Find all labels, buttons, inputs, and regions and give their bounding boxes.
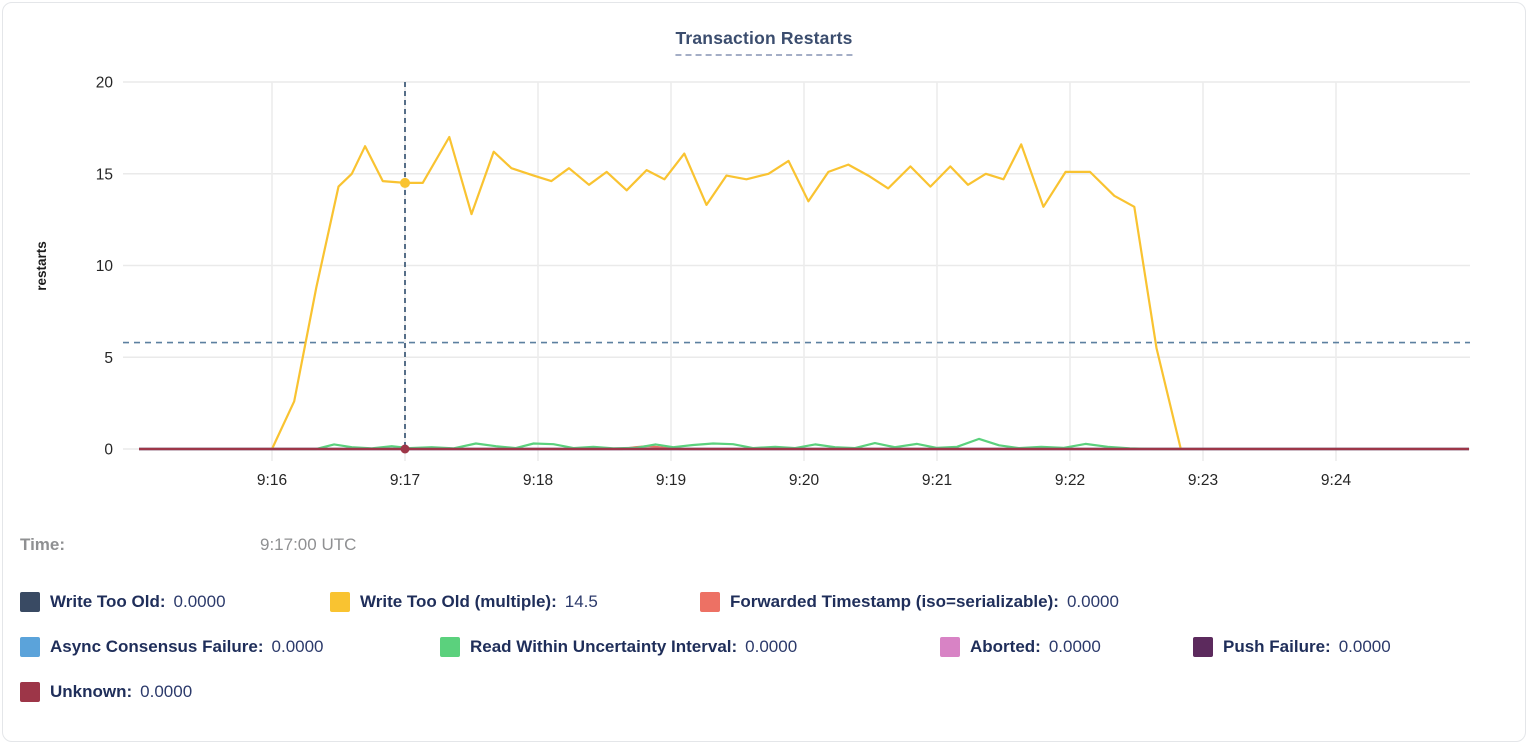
legend-swatch-write-too-old [20, 592, 40, 612]
chart-plot-area[interactable] [138, 82, 1470, 449]
x-tick-label: 9:21 [922, 472, 952, 489]
series-line-read-within-uncertainty-interval [139, 437, 1469, 451]
legend-label: Push Failure: [1223, 637, 1331, 656]
legend-label: Forwarded Timestamp (iso=serializable): [730, 592, 1059, 611]
legend-row: Async Consensus Failure: 0.0000 Read Withi… [0, 637, 1528, 663]
y-tick-label: 5 [104, 350, 113, 367]
legend-value: 0.0000 [271, 637, 324, 656]
legend-label: Read Within Uncertainty Interval: [470, 637, 738, 656]
x-tick-label: 9:20 [789, 472, 820, 489]
legend-item-write-too-old-multiple[interactable]: Write Too Old (multiple): 14.5 [330, 592, 598, 612]
x-tick-label: 9:16 [257, 472, 287, 489]
legend-swatch-aborted [940, 637, 960, 657]
legend-swatch-write-too-old-multiple [330, 592, 350, 612]
legend-label: Async Consensus Failure: [50, 637, 264, 656]
series-line-write-too-old-multiple- [271, 135, 1182, 450]
legend-item-push-failure[interactable]: Push Failure: 0.0000 [1193, 637, 1391, 657]
x-tick-label: 9:18 [523, 472, 553, 489]
legend-item-unknown[interactable]: Unknown: 0.0000 [20, 682, 192, 702]
hover-dot-unknown [400, 444, 410, 454]
legend-value: 0.0000 [1048, 637, 1101, 656]
hover-dot-write-too-old-multiple- [400, 177, 410, 188]
legend-value: 0.0000 [1338, 637, 1391, 656]
transaction-restarts-chart[interactable]: 0 5 10 15 20 9:16 9:17 9:18 9:19 9:20 9:21 9:22 9:23… [0, 0, 1528, 512]
y-tick-label: 10 [96, 258, 114, 275]
x-tick-label: 9:17 [390, 472, 420, 489]
time-value: 9:17:00 UTC [260, 535, 357, 554]
legend-value: 0.0000 [1066, 592, 1119, 611]
x-tick-label: 9:24 [1321, 472, 1352, 489]
legend-label: Aborted: [970, 637, 1041, 656]
legend-row: Write Too Old: 0.0000 Write Too Old (multi… [0, 592, 1528, 618]
legend-label: Write Too Old: [50, 592, 166, 611]
x-tick-label: 9:22 [1055, 472, 1085, 489]
legend-item-write-too-old[interactable]: Write Too Old: 0.0000 [20, 592, 226, 612]
legend-swatch-push-failure [1193, 637, 1213, 657]
legend-value: 0.0000 [745, 637, 798, 656]
legend-swatch-unknown [20, 682, 40, 702]
chart-header: Transaction Restarts [675, 28, 853, 56]
legend-swatch-async-consensus-failure [20, 637, 40, 657]
y-tick-label: 15 [96, 166, 113, 183]
legend-row: Unknown: 0.0000 [0, 682, 1528, 708]
legend-label: Unknown: [50, 682, 133, 701]
legend-item-forwarded-timestamp-iso-serializable[interactable]: Forwarded Timestamp (iso=serializable): 0… [700, 592, 1119, 612]
y-tick-label: 20 [96, 75, 114, 92]
y-tick-label: 0 [104, 442, 113, 459]
legend-value: 14.5 [564, 592, 598, 611]
chart-title[interactable]: Transaction Restarts [675, 28, 853, 56]
legend-value: 0.0000 [173, 592, 226, 611]
x-tick-label: 9:23 [1188, 472, 1218, 489]
y-axis-label: restarts [34, 241, 49, 291]
legend-value: 0.0000 [140, 682, 193, 701]
legend-label: Write Too Old (multiple): [360, 592, 557, 611]
legend-item-read-within-uncertainty-interval[interactable]: Read Within Uncertainty Interval: 0.0000 [440, 637, 797, 657]
x-tick-label: 9:19 [656, 472, 686, 489]
legend-swatch-read-within-uncertainty-interval [440, 637, 460, 657]
legend-swatch-forwarded-timestamp-iso-serializable [700, 592, 720, 612]
legend-item-aborted[interactable]: Aborted: 0.0000 [940, 637, 1101, 657]
legend-item-async-consensus-failure[interactable]: Async Consensus Failure: 0.0000 [20, 637, 324, 657]
time-label: Time: [20, 535, 66, 554]
